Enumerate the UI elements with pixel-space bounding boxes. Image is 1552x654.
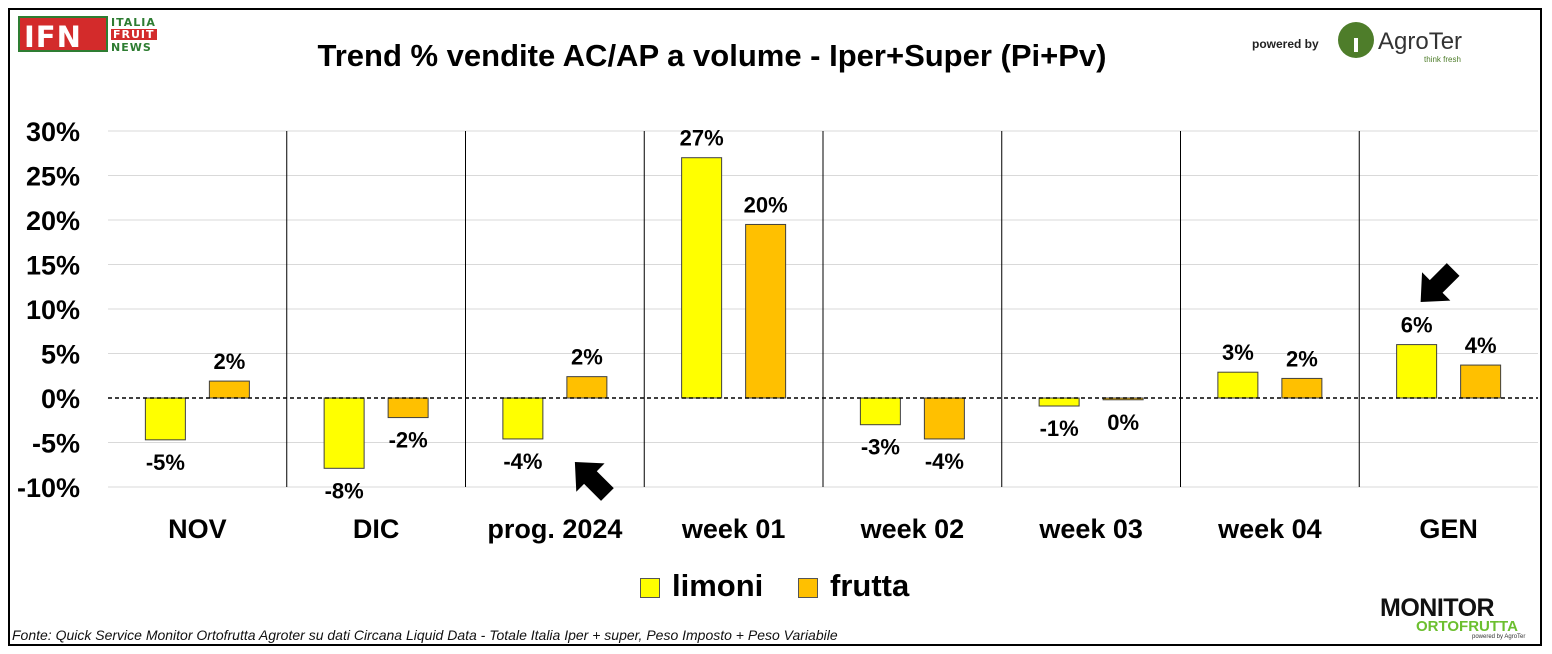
data-label-frutta: 0% (1107, 410, 1139, 435)
monitor-logo-line3: powered by AgroTer (1472, 634, 1526, 640)
source-note: Fonte: Quick Service Monitor Ortofrutta … (12, 627, 838, 643)
ifn-logo: IFN ITALIA FRUIT NEWS (18, 16, 168, 58)
bar-frutta (566, 376, 608, 399)
bar-limoni (1038, 397, 1080, 407)
y-axis-ticks: 30% 25% 20% 15% 10% 5% 0% -5% -10% (17, 117, 80, 503)
legend-label-limoni: limoni (672, 568, 764, 603)
data-label-frutta: 2% (571, 345, 603, 370)
x-tick-label: week 02 (860, 514, 965, 544)
monitor-logo-line1: MONITOR (1380, 594, 1495, 622)
arrow-icon (574, 462, 614, 501)
bar-frutta (1281, 377, 1323, 399)
monitor-ortofrutta-logo: MONITOR ORTOFRUTTA powered by AgroTer (1380, 594, 1540, 642)
arrow-shape (574, 462, 614, 501)
x-tick-label: GEN (1419, 514, 1478, 544)
bar-frutta (387, 397, 429, 419)
bars (144, 157, 1502, 469)
bar-limoni (859, 397, 901, 426)
bar-limoni (1217, 371, 1259, 399)
ifn-logo-line2: FRUIT (111, 28, 157, 41)
legend-swatch-limoni (640, 578, 660, 598)
agroter-logo-tagline: think fresh (1424, 55, 1461, 64)
ifn-logo-line1: ITALIA (111, 16, 156, 29)
monitor-logo-line2: ORTOFRUTTA (1416, 618, 1518, 635)
annotations (574, 263, 1460, 501)
data-label-limoni: 27% (680, 126, 724, 151)
legend-swatch-frutta (798, 578, 818, 598)
data-label-limoni: -8% (325, 478, 364, 503)
powered-by-label: powered by (1252, 37, 1319, 51)
data-label-limoni: -3% (861, 435, 900, 460)
legend-label-frutta: frutta (830, 568, 910, 603)
bar-limoni (1396, 344, 1438, 399)
bar-frutta (745, 223, 787, 399)
data-label-limoni: 3% (1222, 340, 1254, 365)
agroter-logo: AgroTer think fresh (1338, 22, 1478, 66)
data-label-frutta: 2% (1286, 346, 1318, 371)
bar-frutta (923, 397, 965, 440)
y-tick-label: -10% (17, 473, 80, 503)
bar-limoni (502, 397, 544, 440)
category-separators (286, 131, 1360, 487)
data-label-frutta: 20% (744, 192, 788, 217)
y-tick-label: 10% (26, 295, 80, 325)
bar-limoni (144, 397, 186, 441)
data-label-limoni: -1% (1040, 416, 1079, 441)
x-axis-ticks: NOV DIC prog. 2024 week 01 week 02 week 03 wee… (168, 514, 1478, 544)
y-tick-label: 0% (41, 384, 80, 414)
bar-frutta (1460, 364, 1502, 399)
x-tick-label: week 04 (1217, 514, 1322, 544)
data-label-frutta: -4% (925, 449, 964, 474)
y-tick-label: 20% (26, 206, 80, 236)
bar-frutta (208, 380, 250, 399)
data-label-frutta: -2% (389, 428, 428, 453)
x-tick-label: DIC (353, 514, 400, 544)
data-labels: -5% -8% -4% 27% -3% -1% 3% 6% 2% -2% 2% 20% -4% 0% 2% 4… (146, 126, 1497, 504)
data-label-frutta: 2% (213, 349, 245, 374)
y-tick-label: 30% (26, 117, 80, 147)
data-label-frutta: 4% (1465, 333, 1497, 358)
y-tick-label: 5% (41, 340, 80, 370)
tree-icon (1338, 22, 1374, 58)
data-label-limoni: 6% (1401, 313, 1433, 338)
x-tick-label: week 01 (681, 514, 786, 544)
data-label-limoni: -4% (503, 449, 542, 474)
y-tick-label: 25% (26, 162, 80, 192)
chart-title: Trend % vendite AC/AP a volume - Iper+Su… (317, 38, 1107, 73)
ifn-logo-text: IFN (24, 20, 82, 54)
bar-limoni (323, 397, 365, 469)
y-tick-label: 15% (26, 251, 80, 281)
arrow-shape (1420, 263, 1460, 302)
arrow-icon (1420, 263, 1460, 302)
x-tick-label: NOV (168, 514, 227, 544)
ifn-logo-line3: NEWS (111, 41, 152, 54)
x-tick-label: prog. 2024 (487, 514, 622, 544)
y-tick-label: -5% (32, 429, 80, 459)
data-label-limoni: -5% (146, 450, 185, 475)
bar-limoni (681, 157, 723, 399)
ifn-logo-box: IFN (18, 16, 108, 54)
x-tick-label: week 03 (1038, 514, 1143, 544)
agroter-logo-name: AgroTer (1378, 28, 1463, 55)
